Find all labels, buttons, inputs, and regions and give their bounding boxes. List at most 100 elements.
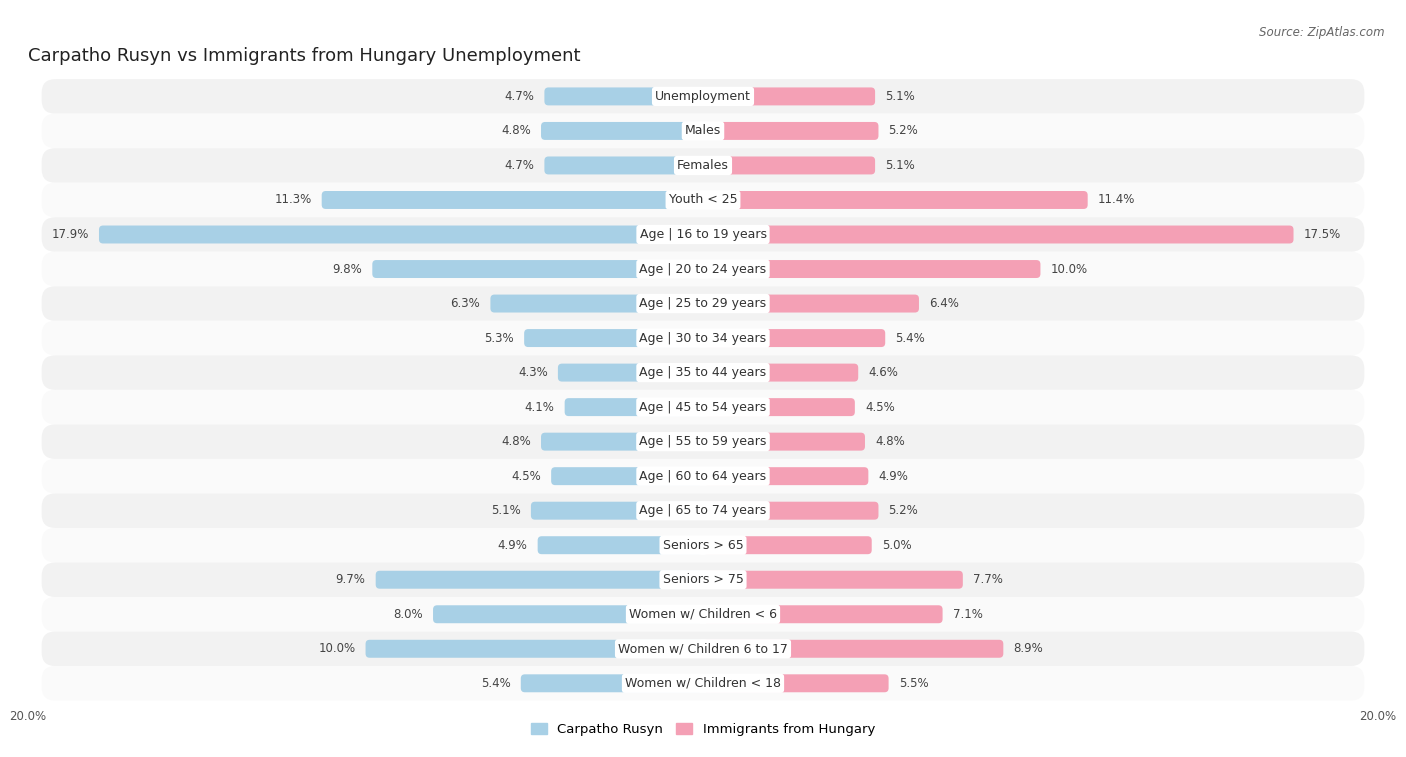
FancyBboxPatch shape: [703, 571, 963, 589]
FancyBboxPatch shape: [703, 363, 858, 382]
FancyBboxPatch shape: [98, 226, 703, 244]
Text: Age | 65 to 74 years: Age | 65 to 74 years: [640, 504, 766, 517]
FancyBboxPatch shape: [703, 294, 920, 313]
Text: Seniors > 75: Seniors > 75: [662, 573, 744, 586]
FancyBboxPatch shape: [703, 191, 1088, 209]
FancyBboxPatch shape: [524, 329, 703, 347]
Text: 5.1%: 5.1%: [886, 90, 915, 103]
FancyBboxPatch shape: [703, 502, 879, 519]
Text: 11.4%: 11.4%: [1098, 194, 1135, 207]
FancyBboxPatch shape: [703, 226, 1294, 244]
FancyBboxPatch shape: [42, 597, 1364, 631]
Text: 5.1%: 5.1%: [491, 504, 520, 517]
FancyBboxPatch shape: [322, 191, 703, 209]
FancyBboxPatch shape: [703, 329, 886, 347]
Text: 5.1%: 5.1%: [886, 159, 915, 172]
FancyBboxPatch shape: [42, 182, 1364, 217]
Text: Age | 60 to 64 years: Age | 60 to 64 years: [640, 469, 766, 483]
Text: Youth < 25: Youth < 25: [669, 194, 737, 207]
Text: 5.2%: 5.2%: [889, 124, 918, 138]
FancyBboxPatch shape: [42, 286, 1364, 321]
FancyBboxPatch shape: [703, 433, 865, 450]
Text: 4.6%: 4.6%: [869, 366, 898, 379]
Text: Females: Females: [678, 159, 728, 172]
Text: 10.0%: 10.0%: [318, 642, 356, 656]
Text: 4.9%: 4.9%: [498, 539, 527, 552]
Text: 4.5%: 4.5%: [512, 469, 541, 483]
Text: 5.2%: 5.2%: [889, 504, 918, 517]
FancyBboxPatch shape: [703, 536, 872, 554]
Text: 5.0%: 5.0%: [882, 539, 911, 552]
FancyBboxPatch shape: [565, 398, 703, 416]
Text: 4.8%: 4.8%: [875, 435, 905, 448]
FancyBboxPatch shape: [42, 562, 1364, 597]
Text: 4.1%: 4.1%: [524, 400, 554, 413]
Text: 7.1%: 7.1%: [953, 608, 983, 621]
Text: Age | 30 to 34 years: Age | 30 to 34 years: [640, 332, 766, 344]
FancyBboxPatch shape: [373, 260, 703, 278]
FancyBboxPatch shape: [703, 640, 1004, 658]
FancyBboxPatch shape: [541, 433, 703, 450]
Text: 9.7%: 9.7%: [336, 573, 366, 586]
Text: Carpatho Rusyn vs Immigrants from Hungary Unemployment: Carpatho Rusyn vs Immigrants from Hungar…: [28, 48, 581, 65]
Text: 17.9%: 17.9%: [52, 228, 89, 241]
Text: Males: Males: [685, 124, 721, 138]
Text: 5.4%: 5.4%: [481, 677, 510, 690]
Text: 4.7%: 4.7%: [505, 90, 534, 103]
FancyBboxPatch shape: [42, 528, 1364, 562]
Text: 10.0%: 10.0%: [1050, 263, 1088, 276]
Text: 4.8%: 4.8%: [501, 124, 531, 138]
FancyBboxPatch shape: [537, 536, 703, 554]
Legend: Carpatho Rusyn, Immigrants from Hungary: Carpatho Rusyn, Immigrants from Hungary: [526, 718, 880, 741]
FancyBboxPatch shape: [375, 571, 703, 589]
Text: Women w/ Children 6 to 17: Women w/ Children 6 to 17: [619, 642, 787, 656]
FancyBboxPatch shape: [42, 321, 1364, 355]
FancyBboxPatch shape: [42, 79, 1364, 114]
FancyBboxPatch shape: [544, 157, 703, 174]
Text: 6.4%: 6.4%: [929, 297, 959, 310]
Text: Seniors > 65: Seniors > 65: [662, 539, 744, 552]
Text: 5.4%: 5.4%: [896, 332, 925, 344]
FancyBboxPatch shape: [703, 260, 1040, 278]
FancyBboxPatch shape: [42, 148, 1364, 182]
Text: Age | 25 to 29 years: Age | 25 to 29 years: [640, 297, 766, 310]
FancyBboxPatch shape: [42, 459, 1364, 494]
Text: 8.0%: 8.0%: [394, 608, 423, 621]
FancyBboxPatch shape: [703, 674, 889, 692]
FancyBboxPatch shape: [433, 606, 703, 623]
FancyBboxPatch shape: [520, 674, 703, 692]
Text: Women w/ Children < 6: Women w/ Children < 6: [628, 608, 778, 621]
Text: 4.5%: 4.5%: [865, 400, 894, 413]
Text: 4.7%: 4.7%: [505, 159, 534, 172]
FancyBboxPatch shape: [541, 122, 703, 140]
FancyBboxPatch shape: [42, 390, 1364, 425]
FancyBboxPatch shape: [42, 355, 1364, 390]
FancyBboxPatch shape: [544, 88, 703, 105]
Text: 11.3%: 11.3%: [274, 194, 312, 207]
FancyBboxPatch shape: [703, 122, 879, 140]
FancyBboxPatch shape: [531, 502, 703, 519]
Text: 8.9%: 8.9%: [1014, 642, 1043, 656]
FancyBboxPatch shape: [42, 425, 1364, 459]
Text: 5.5%: 5.5%: [898, 677, 928, 690]
Text: Age | 45 to 54 years: Age | 45 to 54 years: [640, 400, 766, 413]
FancyBboxPatch shape: [703, 157, 875, 174]
FancyBboxPatch shape: [703, 606, 942, 623]
FancyBboxPatch shape: [703, 398, 855, 416]
FancyBboxPatch shape: [42, 666, 1364, 700]
Text: Age | 35 to 44 years: Age | 35 to 44 years: [640, 366, 766, 379]
Text: 6.3%: 6.3%: [450, 297, 481, 310]
FancyBboxPatch shape: [703, 88, 875, 105]
Text: Age | 16 to 19 years: Age | 16 to 19 years: [640, 228, 766, 241]
FancyBboxPatch shape: [42, 252, 1364, 286]
Text: 17.5%: 17.5%: [1303, 228, 1341, 241]
Text: 9.8%: 9.8%: [332, 263, 363, 276]
Text: 7.7%: 7.7%: [973, 573, 1002, 586]
FancyBboxPatch shape: [491, 294, 703, 313]
Text: Age | 20 to 24 years: Age | 20 to 24 years: [640, 263, 766, 276]
Text: 5.3%: 5.3%: [485, 332, 515, 344]
FancyBboxPatch shape: [551, 467, 703, 485]
FancyBboxPatch shape: [703, 467, 869, 485]
FancyBboxPatch shape: [42, 631, 1364, 666]
FancyBboxPatch shape: [42, 494, 1364, 528]
